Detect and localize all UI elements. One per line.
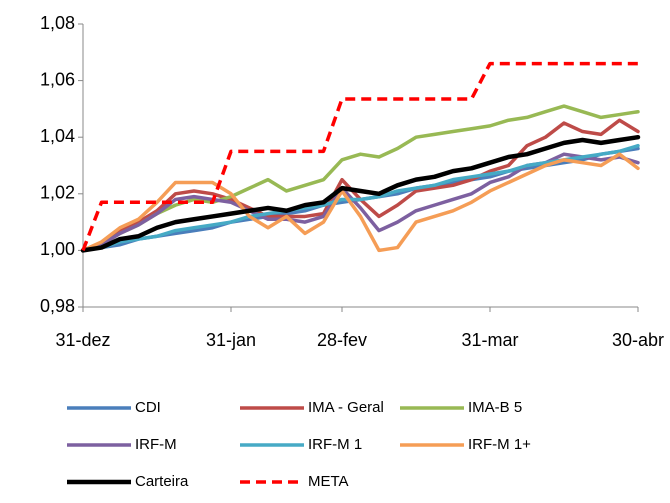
- series-line: [81, 118, 640, 253]
- y-tick-label: 1,04: [40, 126, 75, 146]
- series-line: [80, 134, 641, 253]
- legend-label: IRF-M 1+: [468, 436, 531, 453]
- legend-label: META: [308, 473, 349, 490]
- y-tick-label: 1,08: [40, 13, 75, 33]
- legend-label: IMA-B 5: [468, 399, 522, 416]
- x-tick-label: 31-jan: [206, 330, 256, 350]
- legend-label: CDI: [135, 399, 161, 416]
- x-tick-label: 31-mar: [461, 330, 518, 350]
- y-tick-label: 1,02: [40, 183, 75, 203]
- x-tick-label: 30-abr: [612, 330, 664, 350]
- x-tick-label: 31-dez: [55, 330, 110, 350]
- series-line: [81, 143, 640, 253]
- series-line: [81, 104, 640, 253]
- legend-label: IRF-M 1: [308, 436, 362, 453]
- legend-label: Carteira: [135, 473, 189, 490]
- x-tick-label: 28-fev: [317, 330, 367, 350]
- legend-label: IMA - Geral: [308, 399, 384, 416]
- y-tick-label: 0,98: [40, 296, 75, 316]
- series-line: [81, 152, 640, 253]
- y-tick-label: 1,00: [40, 239, 75, 259]
- legend-label: IRF-M: [135, 436, 177, 453]
- y-tick-label: 1,06: [40, 69, 75, 89]
